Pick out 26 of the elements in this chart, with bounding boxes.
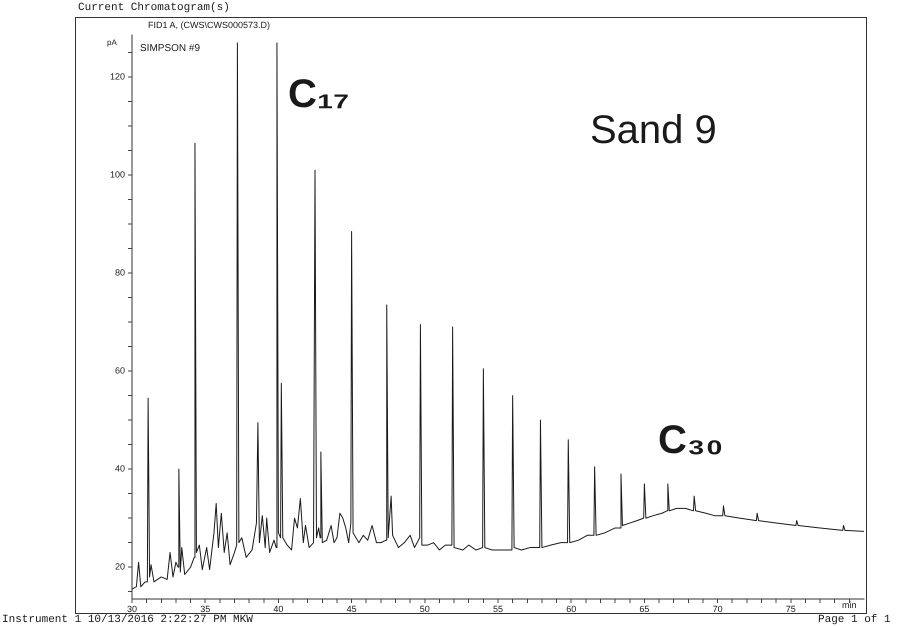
annotation: SIMPSON #9 <box>140 43 200 54</box>
y-tick-label: 120 <box>110 72 125 82</box>
annotation: Sand 9 <box>590 108 717 153</box>
annotation: C₃₀ <box>658 418 724 463</box>
x-tick-label: 55 <box>492 604 504 614</box>
y-tick-label: 100 <box>110 170 125 180</box>
text: Page 1 of 1 <box>818 614 891 626</box>
x-tick-label: 60 <box>566 604 576 614</box>
x-tick-label: 70 <box>712 604 723 614</box>
text: Instrument 1 10/13/2016 2:22:27 PM MKW <box>2 614 253 626</box>
y-tick-label: 60 <box>114 366 125 376</box>
x-tick-label: 40 <box>273 604 284 614</box>
x-tick-label: 35 <box>200 604 210 614</box>
x-tick-label: 45 <box>346 604 357 614</box>
x-tick-label: 50 <box>420 604 430 614</box>
y-axis-title: pA <box>107 38 117 47</box>
x-tick-label: 30 <box>126 604 138 614</box>
x-tick-label: 75 <box>786 604 796 614</box>
x-tick-label: 65 <box>639 604 650 614</box>
x-axis-title: min <box>842 600 857 610</box>
y-tick-label: 80 <box>114 268 125 278</box>
y-tick-label: 40 <box>114 464 125 474</box>
chart-subtitle: FID1 A, (CWS\CWS000573.D) <box>148 20 270 30</box>
annotation: C₁₇ <box>288 72 350 117</box>
chart-title: Current Chromatogram(s) <box>78 2 230 14</box>
y-tick-label: 20 <box>114 562 125 572</box>
